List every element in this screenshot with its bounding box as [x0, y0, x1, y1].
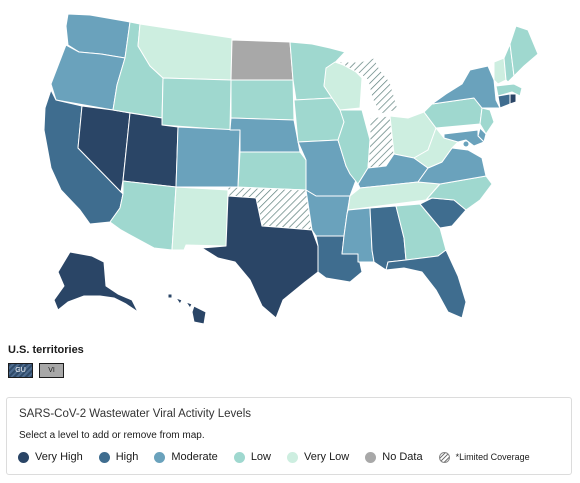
legend-dot-moderate: [154, 451, 166, 463]
state-RI[interactable]: [509, 93, 517, 105]
state-NE[interactable]: [229, 117, 301, 153]
legend-item-high[interactable]: High: [98, 451, 139, 463]
territories-title: U.S. territories: [8, 344, 84, 356]
state-CO[interactable]: [175, 126, 241, 188]
legend-label: Low: [250, 451, 271, 463]
legend-item-limited-coverage[interactable]: *Limited Coverage: [438, 451, 530, 463]
state-AR[interactable]: [305, 189, 351, 237]
state-IL[interactable]: [337, 109, 371, 185]
legend-label: High: [115, 451, 139, 463]
legend-dot-low: [233, 451, 245, 463]
legend-item-very-high[interactable]: Very High: [18, 451, 83, 463]
state-PA[interactable]: [423, 97, 483, 129]
state-MS[interactable]: [341, 207, 375, 263]
state-ND[interactable]: [230, 39, 294, 81]
legend-card: SARS-CoV-2 Wastewater Viral Activity Lev…: [6, 397, 572, 475]
state-ME[interactable]: [509, 25, 539, 77]
territories-section: U.S. territories GU VI: [8, 344, 84, 378]
legend-title: SARS-CoV-2 Wastewater Viral Activity Lev…: [19, 408, 251, 420]
state-TX[interactable]: [201, 195, 319, 319]
legend-dot-no-data: [365, 451, 377, 463]
legend-item-very-low[interactable]: Very Low: [287, 451, 349, 463]
state-MD[interactable]: [443, 129, 485, 147]
legend-label: Moderate: [171, 451, 218, 463]
territories-row: GU VI: [8, 363, 84, 378]
state-SD[interactable]: [230, 79, 295, 121]
legend-dot-very-high: [18, 451, 29, 463]
state-CT[interactable]: [497, 93, 511, 109]
state-NM[interactable]: [171, 186, 229, 251]
state-HI[interactable]: [167, 293, 207, 325]
legend-dot-high: [98, 451, 110, 463]
legend-item-no-data[interactable]: No Data: [365, 451, 423, 463]
state-MI[interactable]: [337, 57, 399, 115]
territory-vi[interactable]: VI: [39, 363, 64, 378]
legend-label: No Data: [382, 451, 423, 463]
legend-dot-limited-coverage: [438, 451, 450, 463]
legend-dot-very-low: [287, 451, 298, 463]
state-FL[interactable]: [385, 249, 467, 319]
legend-label: *Limited Coverage: [455, 452, 530, 462]
territory-gu[interactable]: GU: [8, 363, 33, 378]
legend-items: Very High High Moderate Low Very Low No …: [18, 451, 530, 463]
state-NJ[interactable]: [479, 107, 495, 135]
legend-item-moderate[interactable]: Moderate: [154, 451, 218, 463]
state-DC[interactable]: [462, 140, 470, 148]
state-KS[interactable]: [237, 151, 307, 191]
state-AK[interactable]: [53, 251, 139, 313]
state-VT[interactable]: [493, 57, 507, 85]
legend-label: Very High: [35, 451, 83, 463]
legend-subtitle: Select a level to add or remove from map…: [19, 430, 205, 441]
us-states-map: [43, 13, 539, 325]
state-WY[interactable]: [161, 77, 232, 131]
state-NH[interactable]: [503, 43, 515, 83]
legend-label: Very Low: [304, 451, 350, 463]
legend-item-low[interactable]: Low: [233, 451, 271, 463]
state-WV[interactable]: [413, 127, 459, 169]
